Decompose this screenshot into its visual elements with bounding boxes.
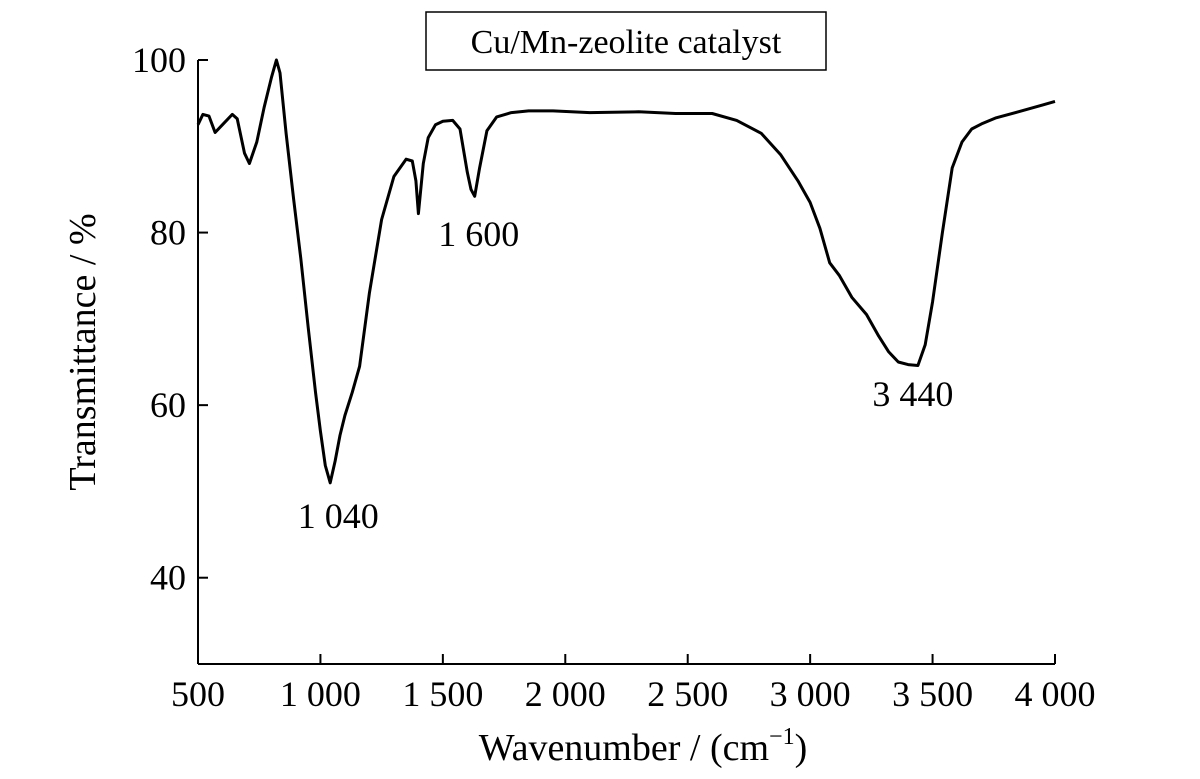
y-tick-label: 80	[150, 213, 186, 253]
x-tick-label: 1 500	[402, 674, 483, 714]
peak-annotations: 1 040 1 600 3 440	[298, 214, 954, 536]
y-tick-label: 60	[150, 385, 186, 425]
peak-label: 1 600	[438, 214, 519, 254]
y-tick-label: 40	[150, 558, 186, 598]
x-axis-ticks: 500 1 000 1 500 2 000 2 500 3 000 3 500 4 000	[171, 654, 1096, 714]
series-line-transmittance	[196, 58, 1056, 485]
y-axis-title: Transmittance / %	[62, 213, 104, 490]
x-axis-title: Wavenumber / (cm−1)	[479, 724, 807, 769]
x-axis-title-end: )	[795, 727, 808, 769]
x-tick-label: 3 500	[892, 674, 973, 714]
x-axis-title-main: Wavenumber / (cm	[479, 727, 769, 769]
x-tick-label: 500	[171, 674, 225, 714]
x-tick-label: 3 000	[770, 674, 851, 714]
x-axis-title-sup: −1	[769, 724, 795, 750]
y-axis-ticks: 40 60 80 100	[132, 40, 208, 598]
x-tick-label: 1 000	[280, 674, 361, 714]
x-tick-label: 2 500	[647, 674, 728, 714]
peak-label: 3 440	[872, 374, 953, 414]
x-tick-label: 4 000	[1015, 674, 1096, 714]
x-tick-label: 2 000	[525, 674, 606, 714]
chart-title: Cu/Mn-zeolite catalyst	[471, 24, 782, 61]
peak-label: 1 040	[298, 496, 379, 536]
chart-title-box	[425, 11, 827, 71]
y-tick-label: 100	[132, 40, 186, 80]
